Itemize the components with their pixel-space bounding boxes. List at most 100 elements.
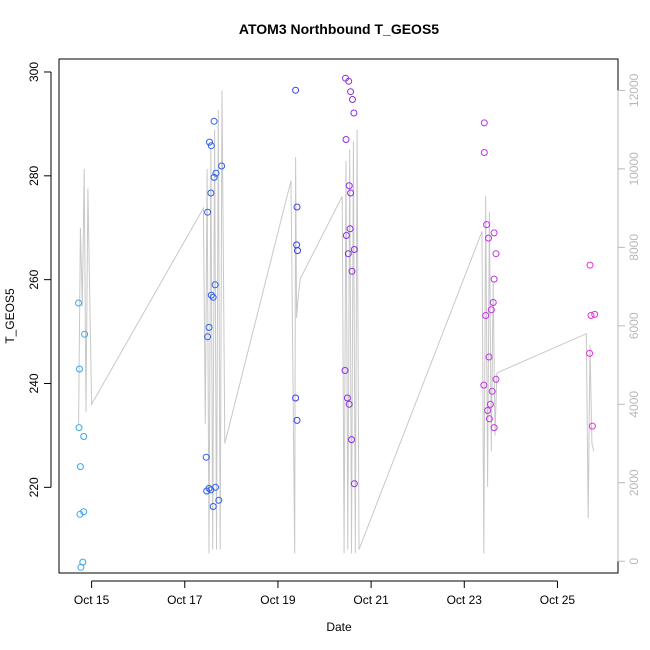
data-point [218,162,226,170]
data-point [348,267,356,275]
data-point [347,189,355,197]
y-axis: 220 240 260 280 300 [27,62,52,497]
data-point [210,173,218,181]
data-point [343,394,351,402]
x-axis-label: Date [326,620,352,634]
x-tick-label: Oct 15 [74,593,110,607]
data-point [205,323,213,331]
data-point [480,381,488,389]
y2-tick-label: 6000 [627,312,641,339]
y2-axis: 0 2000 4000 6000 8000 10000 12000 [617,73,641,565]
data-point [345,77,353,85]
data-point [482,312,490,319]
data-point [215,496,223,504]
data-point [586,261,594,269]
data-point [348,436,355,444]
data-point [488,387,496,395]
data-point [80,508,88,516]
data-point [480,119,488,127]
data-point [342,232,350,239]
data-point [490,275,498,283]
data-point [204,333,212,341]
data-point [209,503,217,510]
data-point [293,416,301,424]
data-point [484,407,492,414]
y2-tick-label: 12000 [627,73,641,107]
x-tick-label: Oct 21 [353,593,389,607]
data-point [490,229,498,237]
data-point [349,96,356,103]
y2-tick-label: 10000 [627,152,641,186]
data-point [485,234,492,242]
x-tick-label: Oct 25 [540,593,576,607]
data-point [204,208,212,216]
data-point [206,138,213,146]
data-point [483,221,491,229]
data-point [80,433,88,440]
data-point [345,182,353,190]
data-point [347,88,355,96]
data-point [81,330,89,338]
y2-tick-label: 2000 [627,469,641,496]
data-point [293,203,301,211]
data-point [492,375,500,383]
temperature-series [75,74,599,571]
data-point [350,480,358,488]
chart-title: ATOM3 Northbound T_GEOS5 [239,21,439,37]
data-point [586,349,594,357]
data-point [292,394,300,402]
plot-frame [58,58,619,574]
y-tick-label: 260 [27,269,41,289]
data-point [591,310,599,318]
y2-tick-label: 0 [627,558,641,565]
data-point [489,299,497,306]
data-point [490,424,498,432]
data-point [492,250,500,258]
data-point [346,225,354,233]
data-point [294,247,301,255]
data-point [350,109,358,117]
data-point [202,453,210,461]
data-point [341,367,349,374]
data-point [75,424,83,432]
x-tick-label: Oct 19 [260,593,296,607]
data-point [345,400,353,408]
data-point [588,422,596,430]
data-point [76,463,84,471]
y-tick-label: 280 [27,165,41,185]
y2-tick-label: 4000 [627,391,641,418]
data-point [212,483,219,491]
data-point [487,306,495,314]
data-point [209,293,217,301]
altitude-line [78,90,595,554]
y2-tick-label: 8000 [627,234,641,261]
y-tick-label: 240 [27,373,41,393]
data-point [350,246,358,253]
x-axis: Oct 15 Oct 17 Oct 19 Oct 21 Oct 23 Oct 25 [74,580,576,607]
data-point [485,353,493,361]
altitude-series [78,90,595,554]
data-point [79,558,87,566]
y-tick-label: 300 [27,62,41,82]
data-point [211,281,219,289]
x-tick-label: Oct 17 [167,593,203,607]
data-point [486,400,494,408]
y-tick-label: 220 [27,477,41,497]
data-point [76,365,83,373]
data-point [587,312,595,319]
data-point [485,415,493,423]
x-tick-label: Oct 23 [447,593,483,607]
data-point [212,169,220,177]
y-axis-label: T_GEOS5 [3,288,17,344]
data-point [210,117,218,125]
data-point [207,291,215,299]
data-point [292,86,300,94]
data-point [480,149,488,156]
data-point [344,250,352,258]
data-point [75,299,83,307]
data-point [207,189,215,197]
data-point [207,142,215,150]
data-point [342,136,350,143]
data-point [205,484,213,492]
